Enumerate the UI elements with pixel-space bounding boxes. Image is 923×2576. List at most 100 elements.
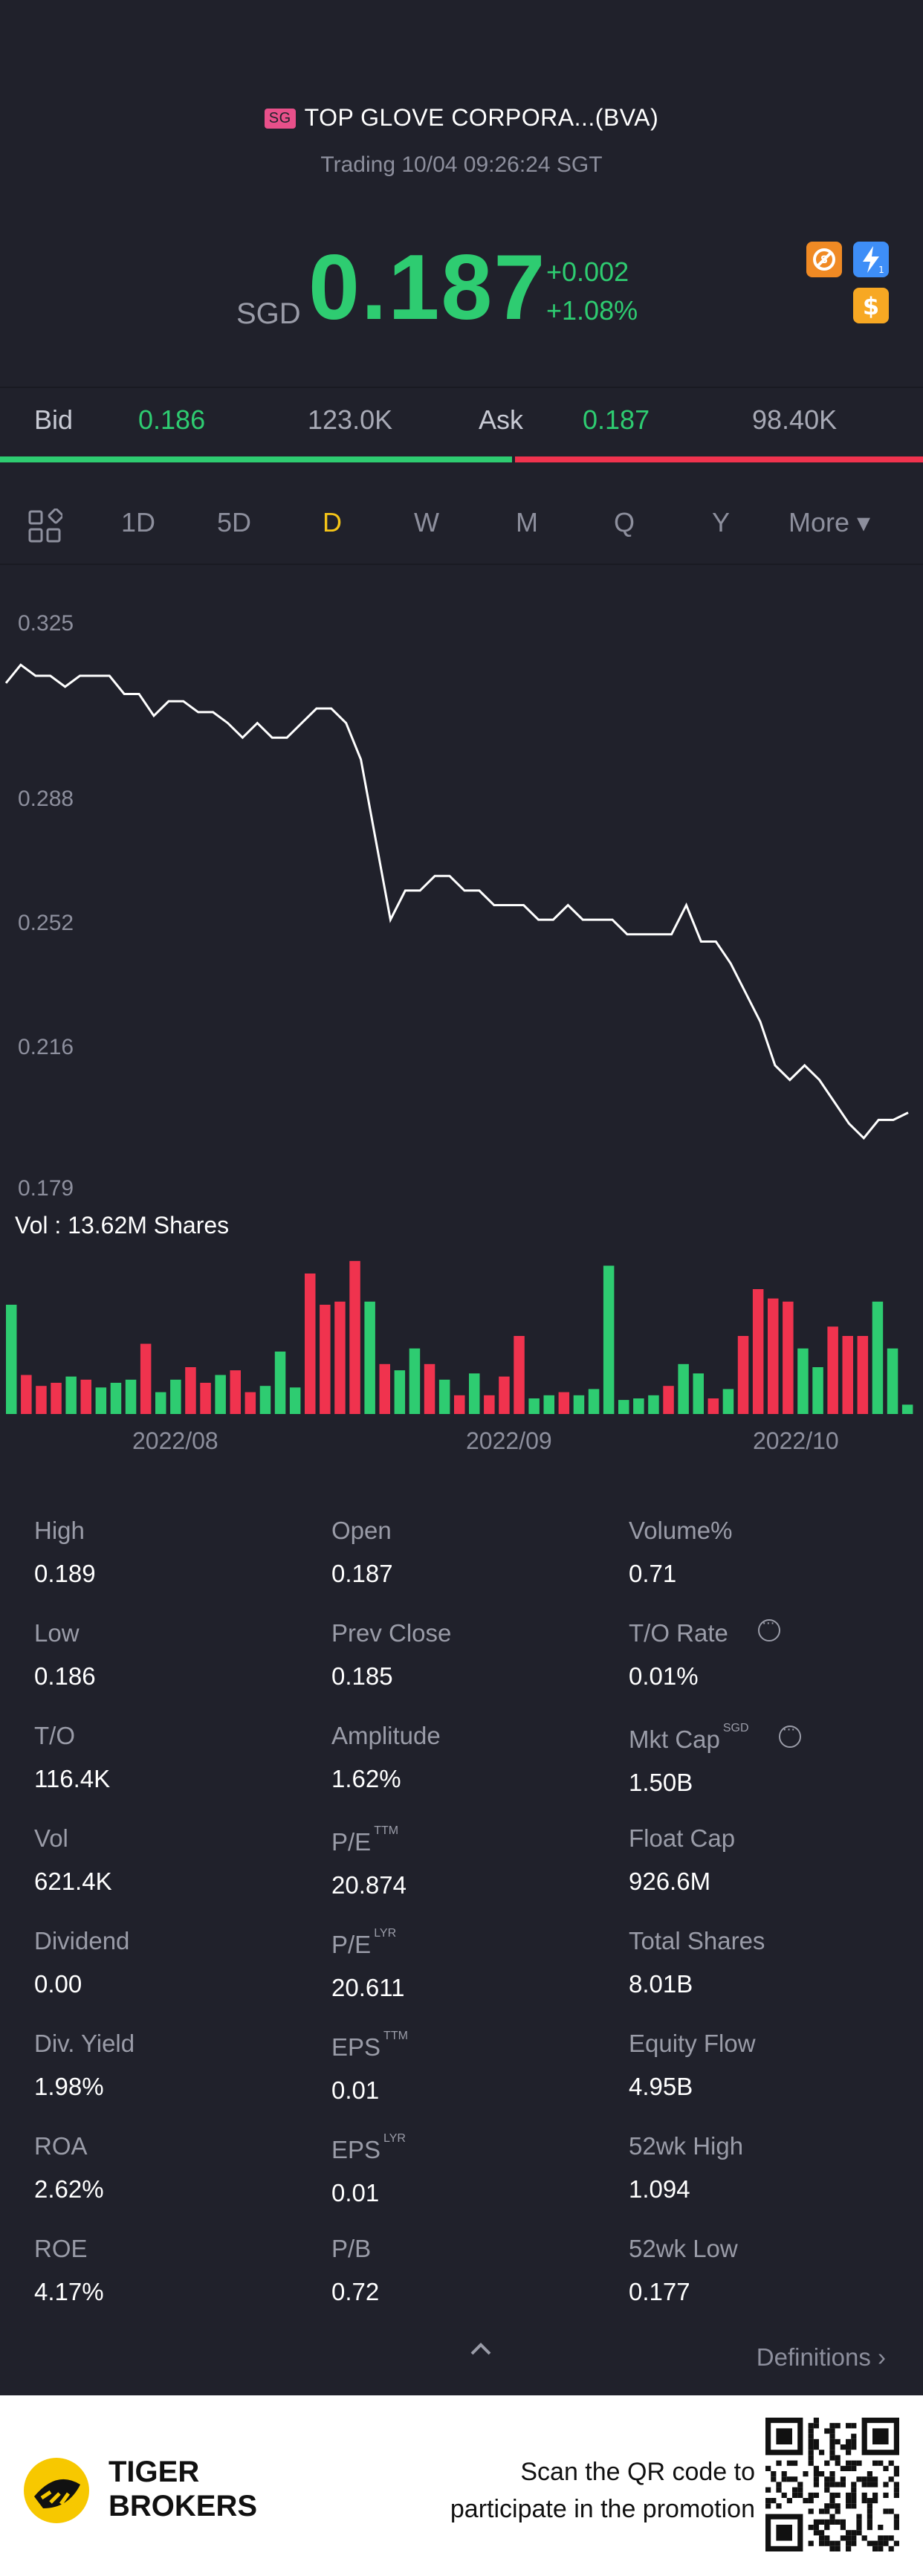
volume-bar <box>409 1348 421 1414</box>
volume-bar <box>901 1404 913 1414</box>
tab-monthly[interactable]: M <box>516 507 538 538</box>
tab-quarterly[interactable]: Q <box>614 507 635 538</box>
stat-pe-lyr: P/E LYR 20.611 <box>331 1927 405 2001</box>
flash-icon[interactable]: 1 <box>853 242 889 277</box>
volume-bar <box>707 1398 719 1414</box>
volume-bar <box>36 1386 47 1414</box>
volume-bar <box>722 1389 734 1414</box>
stat-total-shares: Total Shares 8.01B <box>629 1927 765 1998</box>
x-tick: 2022/09 <box>466 1427 552 1454</box>
period-tabs: 1D 5D D W M Q Y More ▾ <box>0 491 923 565</box>
y-tick: 0.179 <box>18 1176 74 1201</box>
volume-bar <box>424 1363 435 1414</box>
stat-low: Low 0.186 <box>34 1619 96 1690</box>
price-line-chart[interactable] <box>0 639 923 1175</box>
stat-equity-flow: Equity Flow 4.95B <box>629 2030 756 2100</box>
qr-code[interactable] <box>765 2418 899 2551</box>
price-change-block: +0.002 +1.08% <box>546 253 638 330</box>
svg-text:$: $ <box>863 292 879 320</box>
more-info-icon[interactable] <box>757 1615 780 1642</box>
bid-size: 123.0K <box>308 404 393 435</box>
dollar-icon[interactable]: $ <box>853 288 889 323</box>
stat-turnover-rate: T/O Rate0.01% <box>629 1615 780 1691</box>
stat-volume-pct: Volume% 0.71 <box>629 1517 733 1587</box>
stat-roa: ROA 2.62% <box>34 2132 104 2203</box>
definitions-link[interactable]: Definitions › <box>756 2343 886 2371</box>
volume-bar <box>438 1379 450 1414</box>
volume-bar <box>737 1336 749 1414</box>
volume-bar <box>21 1375 32 1414</box>
volume-bar <box>215 1375 226 1414</box>
volume-bar <box>320 1305 331 1414</box>
volume-bar <box>80 1379 91 1414</box>
bid-price: 0.186 <box>138 404 206 435</box>
last-price: 0.187 <box>308 236 547 339</box>
volume-bar <box>857 1336 869 1414</box>
volume-bar <box>394 1370 406 1414</box>
volume-bar <box>588 1389 600 1414</box>
volume-bar <box>454 1395 465 1414</box>
volume-bar-chart[interactable] <box>0 1249 923 1416</box>
tab-yearly[interactable]: Y <box>712 507 731 538</box>
volume-bar <box>349 1261 360 1414</box>
volume-bar <box>334 1301 346 1414</box>
y-tick: 0.325 <box>18 611 74 636</box>
stat-dividend: Dividend 0.00 <box>34 1927 130 1998</box>
price-change-percent: +1.08% <box>546 295 638 326</box>
volume-bar <box>185 1367 196 1414</box>
volume-bar <box>693 1373 704 1414</box>
stat-turnover: T/O 116.4K <box>34 1722 111 1792</box>
stat-eps-ttm: EPS TTM 0.01 <box>331 2030 408 2104</box>
volume-bar <box>528 1398 540 1414</box>
stat-eps-lyr: EPS LYR 0.01 <box>331 2132 406 2207</box>
volume-bar <box>663 1386 674 1414</box>
y-tick: 0.216 <box>18 1035 74 1059</box>
volume-bar <box>155 1392 166 1414</box>
volume-bar <box>230 1370 241 1414</box>
tab-more[interactable]: More ▾ <box>788 507 871 538</box>
volume-bar <box>842 1336 853 1414</box>
stat-div-yield: Div. Yield 1.98% <box>34 2030 135 2100</box>
volume-bar <box>379 1363 390 1414</box>
tab-weekly[interactable]: W <box>414 507 439 538</box>
volume-bar <box>603 1265 615 1414</box>
price-series-line <box>4 663 909 1140</box>
stat-prev-close: Prev Close 0.185 <box>331 1619 452 1690</box>
volume-bar <box>6 1305 17 1414</box>
market-badge: SG <box>264 109 296 129</box>
tab-daily[interactable]: D <box>323 507 342 538</box>
volume-bar <box>752 1289 764 1414</box>
tiger-logo-icon <box>24 2458 89 2523</box>
promo-text: Scan the QR code to participate in the p… <box>450 2458 755 2523</box>
volume-bar <box>633 1398 644 1414</box>
ask-label: Ask <box>479 404 524 435</box>
volume-bar <box>827 1326 838 1414</box>
stock-name: TOP GLOVE CORPORA...(BVA) <box>304 104 659 131</box>
chart-layout-icon[interactable] <box>27 509 62 544</box>
volume-bar <box>110 1383 122 1414</box>
svg-text:1: 1 <box>878 265 884 275</box>
tab-1d[interactable]: 1D <box>121 507 156 538</box>
no-short-icon[interactable]: S <box>806 242 842 277</box>
volume-bar <box>648 1395 659 1414</box>
volume-bar <box>783 1301 794 1414</box>
svg-text:S: S <box>820 254 828 266</box>
volume-bar <box>289 1387 301 1414</box>
volume-bar <box>484 1395 495 1414</box>
ask-price: 0.187 <box>583 404 650 435</box>
collapse-chevron-up-icon[interactable] <box>466 2334 496 2364</box>
stat-float-cap: Float Cap 926.6M <box>629 1824 736 1895</box>
trading-status: Trading 10/04 09:26:24 SGT <box>320 152 603 177</box>
stat-roe: ROE 4.17% <box>34 2235 104 2305</box>
promo-footer: TIGER BROKERS Scan the QR code to partic… <box>0 2395 923 2576</box>
volume-bar <box>140 1343 152 1414</box>
tab-5d[interactable]: 5D <box>217 507 252 538</box>
volume-bar <box>812 1367 823 1414</box>
more-info-icon[interactable] <box>778 1721 801 1748</box>
volume-bar <box>797 1348 809 1414</box>
volume-bar <box>872 1301 884 1414</box>
stock-title[interactable]: SG TOP GLOVE CORPORA...(BVA) <box>0 104 923 132</box>
volume-bar <box>678 1363 689 1414</box>
x-tick: 2022/08 <box>132 1427 218 1454</box>
bid-ask-bar: Bid 0.186 123.0K Ask 0.187 98.40K <box>0 387 923 462</box>
